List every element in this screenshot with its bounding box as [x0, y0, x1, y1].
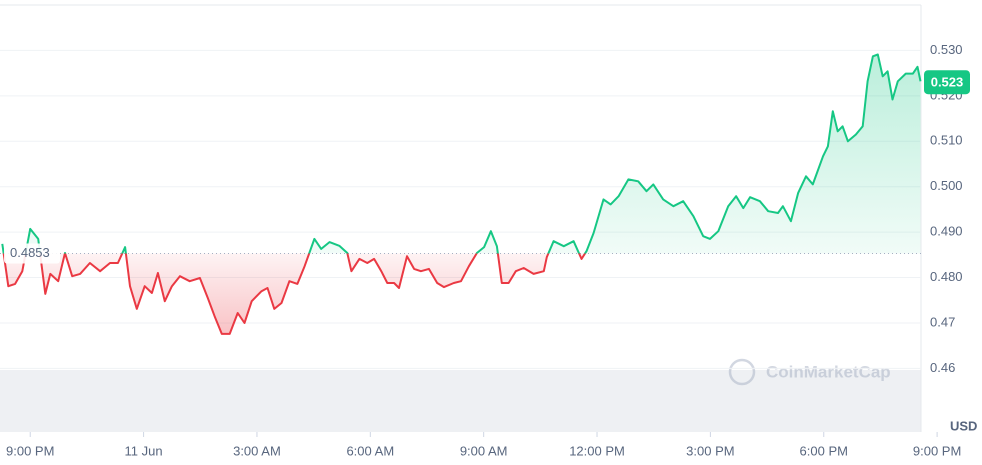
- x-tick-label: 12:00 PM: [569, 443, 625, 458]
- y-tick-label: 0.530: [930, 42, 963, 57]
- baseline-label: 0.4853: [10, 245, 50, 260]
- y-tick-label: 0.490: [930, 224, 963, 239]
- baseline-area: [2, 54, 921, 334]
- x-tick-label: 3:00 AM: [233, 443, 281, 458]
- x-tick-label: 3:00 PM: [686, 443, 734, 458]
- watermark-logo: [728, 358, 756, 386]
- x-tick-label: 11 Jun: [125, 443, 163, 458]
- price-line: [1, 53, 922, 335]
- y-tick-label: 0.46: [930, 360, 955, 375]
- y-tick-label: 0.500: [930, 178, 963, 193]
- watermark-text: CoinMarketCap: [766, 362, 891, 381]
- x-tick-label: 6:00 AM: [346, 443, 394, 458]
- baseline-label-box: [4, 243, 60, 264]
- y-tick-label: 0.480: [930, 269, 963, 284]
- x-tick-label: 9:00 PM: [913, 443, 961, 458]
- x-tick-label: 6:00 PM: [800, 443, 848, 458]
- y-tick-label: 0.47: [930, 314, 955, 329]
- volume-band: [0, 370, 921, 432]
- y-tick-label: 0.510: [930, 133, 963, 148]
- y-unit: USD: [950, 418, 977, 433]
- watermark: CoinMarketCap: [728, 358, 891, 386]
- x-tick-label: 9:00 PM: [6, 443, 54, 458]
- current-price-badge: [924, 70, 970, 95]
- x-tick-label: 9:00 AM: [460, 443, 508, 458]
- current-price-label: 0.523: [931, 75, 964, 90]
